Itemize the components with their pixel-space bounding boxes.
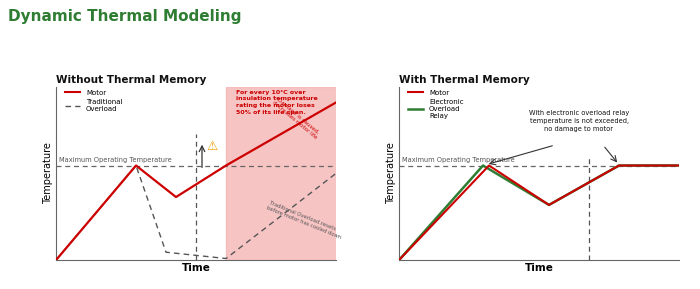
Bar [226, 87, 346, 260]
Legend: Motor, Electronic
Overload
Relay: Motor, Electronic Overload Relay [405, 87, 466, 122]
Text: Damage is caused,
decreases motor life: Damage is caused, decreases motor life [271, 96, 321, 140]
Text: With electronic overload relay
temperature is not exceeded,
no damage to motor: With electronic overload relay temperatu… [529, 110, 629, 132]
Text: Maximum Operating Temperature: Maximum Operating Temperature [402, 157, 514, 163]
Text: For every 10°C over
insulation temperature
rating the motor loses
50% of its lif: For every 10°C over insulation temperatu… [236, 90, 318, 115]
Text: Dynamic Thermal Modeling: Dynamic Thermal Modeling [8, 9, 242, 24]
Text: Without Thermal Memory: Without Thermal Memory [56, 75, 206, 85]
Legend: Motor, Traditional
Overload: Motor, Traditional Overload [62, 87, 125, 115]
Text: Traditional Overload resets
before motor has cooled down: Traditional Overload resets before motor… [266, 200, 344, 240]
X-axis label: Time: Time [524, 263, 554, 273]
X-axis label: Time: Time [181, 263, 211, 273]
Y-axis label: Temperature: Temperature [43, 142, 53, 204]
Y-axis label: Temperature: Temperature [386, 142, 396, 204]
Text: With Thermal Memory: With Thermal Memory [399, 75, 530, 85]
Text: ⚠: ⚠ [206, 140, 218, 153]
Text: Maximum Operating Temperature: Maximum Operating Temperature [59, 157, 172, 163]
